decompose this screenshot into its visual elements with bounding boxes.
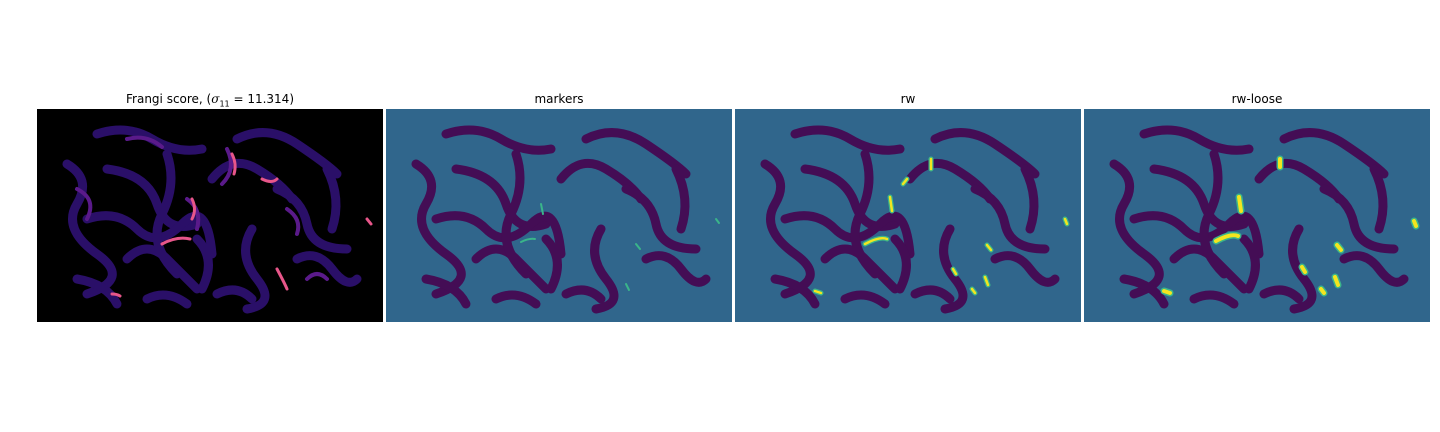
markers-region (411, 125, 711, 314)
markers-plot (386, 109, 732, 322)
rw-loose-image (1084, 109, 1430, 322)
rw-loose-vessel-segmentation (1162, 157, 1418, 295)
rw-loose-region (1109, 125, 1409, 314)
rw-image (735, 109, 1081, 322)
rw-region (760, 125, 1060, 314)
markers-panel-title: markers (534, 92, 584, 106)
markers-seed-points (520, 203, 720, 291)
markers-image (386, 109, 732, 322)
rw-vessel-segmentation (813, 157, 1069, 295)
rw-plot (735, 109, 1081, 322)
frangi-score-plot (37, 109, 383, 322)
rw-loose-panel-title: rw-loose (1231, 92, 1283, 106)
frangi-panel-title: Frangi score, (σ11 = 11.314) (126, 92, 294, 109)
rw-loose-plot (1084, 109, 1430, 322)
frangi-score-image (37, 109, 383, 322)
rw-panel-title: rw (900, 92, 916, 106)
frangi-vessel-network (62, 125, 362, 314)
frangi-strong-response (110, 152, 373, 298)
frangi-mid-response (75, 135, 329, 281)
